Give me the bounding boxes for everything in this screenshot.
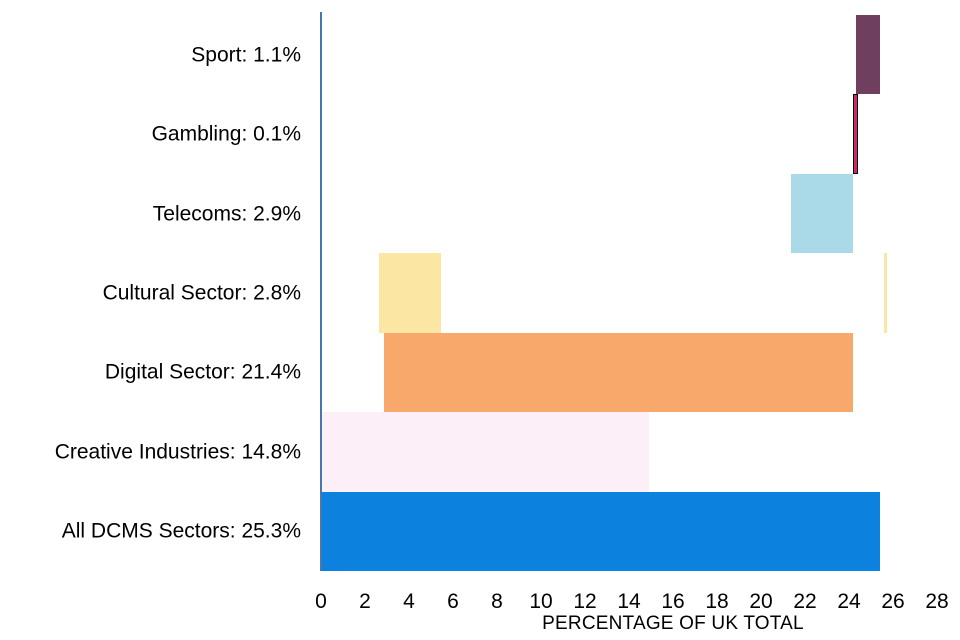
x-tick-4: 4 (403, 590, 415, 613)
x-tick-16: 16 (661, 590, 685, 613)
bar-cultural-sector-seg2 (884, 253, 888, 333)
y-axis-line (320, 12, 322, 571)
category-label-creative-industries: Creative Industries: 14.8% (54, 440, 301, 464)
x-tick-18: 18 (705, 590, 729, 613)
category-label-gambling: Gambling: 0.1% (151, 122, 301, 146)
category-label-telecoms: Telecoms: 2.9% (152, 202, 301, 226)
x-tick-28: 28 (925, 590, 949, 613)
bar-digital-sector (383, 332, 854, 413)
bar-telecoms (790, 173, 854, 254)
x-tick-0: 0 (315, 590, 327, 613)
category-label-digital-sector: Digital Sector: 21.4% (104, 360, 301, 384)
x-tick-12: 12 (573, 590, 597, 613)
x-tick-8: 8 (491, 590, 503, 613)
x-tick-24: 24 (837, 590, 861, 613)
x-tick-14: 14 (617, 590, 641, 613)
x-axis-title: PERCENTAGE OF UK TOTAL (542, 613, 804, 634)
category-label-cultural-sector: Cultural Sector: 2.8% (102, 281, 301, 305)
bar-gambling (853, 94, 858, 174)
bar-creative-industries (321, 412, 649, 492)
bar-all-dcms-sectors (321, 491, 880, 571)
category-label-sport: Sport: 1.1% (191, 43, 301, 67)
category-label-all-dcms-sectors: All DCMS Sectors: 25.3% (61, 519, 301, 543)
x-tick-26: 26 (881, 590, 905, 613)
bar-cultural-sector-seg1 (379, 253, 441, 333)
x-tick-10: 10 (529, 590, 553, 613)
x-tick-20: 20 (749, 590, 773, 613)
x-tick-6: 6 (447, 590, 459, 613)
bar-sport (855, 15, 880, 95)
x-tick-22: 22 (793, 590, 817, 613)
x-tick-2: 2 (359, 590, 371, 613)
